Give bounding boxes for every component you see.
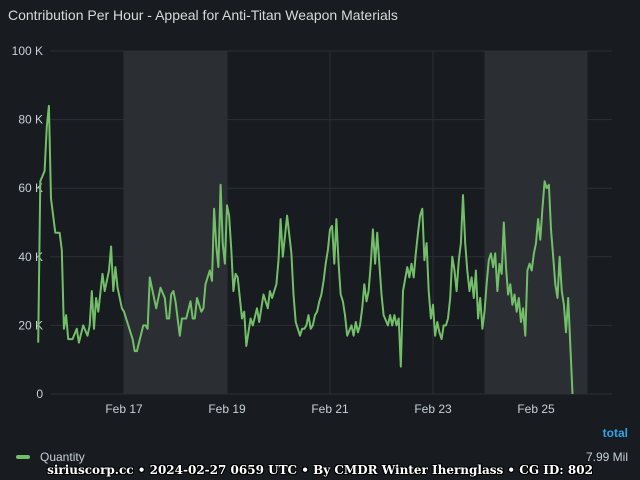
- y-tick-label: 100 K: [12, 44, 43, 58]
- credit-watermark: siriuscorp.cc • 2024-02-27 0659 UTC • By…: [47, 463, 593, 477]
- grid-lines: [50, 50, 612, 395]
- series-group: [37, 104, 574, 395]
- panel-title: Contribution Per Hour - Appeal for Anti-…: [8, 7, 398, 23]
- legend[interactable]: Quantity: [16, 450, 85, 464]
- legend-total-header[interactable]: total: [602, 426, 628, 440]
- legend-total-value: 7.99 Mil: [585, 450, 628, 464]
- legend-series-name[interactable]: Quantity: [40, 450, 85, 464]
- x-tick-label: Feb 19: [208, 402, 246, 416]
- x-tick-label: Feb 17: [105, 402, 143, 416]
- legend-swatch-icon: [16, 455, 30, 459]
- x-tick-label: Feb 25: [517, 402, 555, 416]
- y-tick-label: 80 K: [18, 113, 43, 127]
- x-tick-label: Feb 21: [311, 402, 349, 416]
- series-line-0: [37, 104, 574, 395]
- y-tick-label: 60 K: [18, 181, 43, 195]
- x-axis-ticks: Feb 17 Feb 19 Feb 21 Feb 23 Feb 25: [105, 402, 555, 416]
- y-tick-label: 20 K: [18, 318, 43, 332]
- shaded-bands: [124, 51, 588, 394]
- y-tick-label: 40 K: [18, 250, 43, 264]
- x-tick-label: Feb 23: [414, 402, 452, 416]
- y-axis-ticks: 0 20 K 40 K 60 K 80 K 100 K: [12, 44, 44, 401]
- y-tick-label: 0: [36, 387, 43, 401]
